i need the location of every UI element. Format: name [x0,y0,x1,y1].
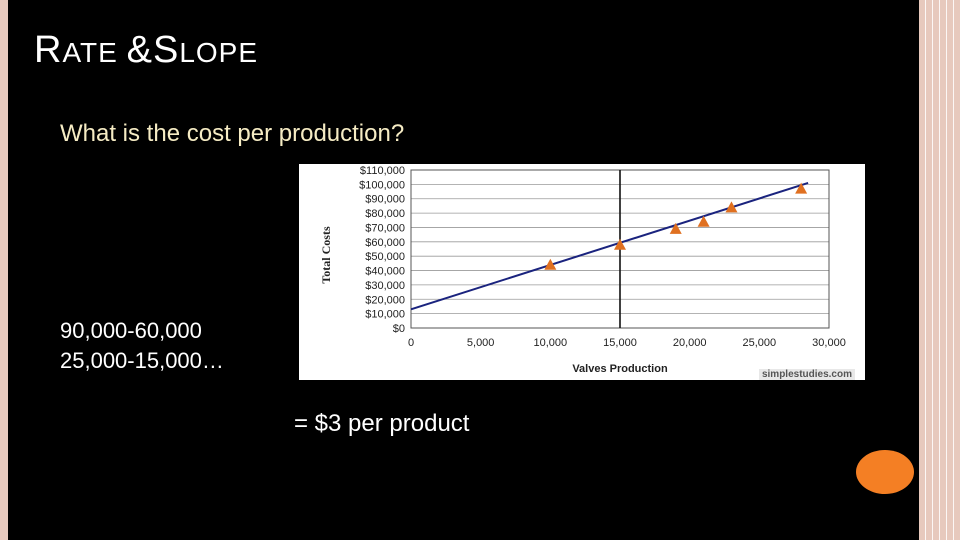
y-tick-label: $110,000 [360,165,405,177]
frame-stripe [939,0,940,540]
x-tick-label: 5,000 [467,337,495,349]
x-tick-label: 30,000 [812,337,846,349]
y-tick-label: $0 [393,323,405,335]
title-rest-lope: LOPE [179,37,259,68]
y-tick-label: $30,000 [365,280,405,292]
frame-stripe [953,0,954,540]
x-tick-label: 15,000 [603,337,637,349]
calc-line-1: 90,000-60,000 [60,318,202,343]
data-point [795,182,808,194]
title-initial-r: R [34,29,63,71]
frame-stripe [946,0,947,540]
title-rest-ate: ATE [62,37,127,68]
trend-line [410,181,809,311]
x-tick-label: 20,000 [673,337,707,349]
y-tick-label: $80,000 [365,208,405,220]
cost-chart: $0 $10,000 $20,000 $30,000 $40,000 $50,000 $60… [319,165,846,375]
y-axis-label: Total Costs [319,226,333,284]
frame-stripe [925,0,926,540]
y-tick-label: $60,000 [365,237,405,249]
x-axis-label: Valves Production [572,363,668,375]
question-text: What is the cost per production? [60,120,405,147]
y-tick-label: $50,000 [365,251,405,263]
slide-title: RATE &SLOPE [34,26,258,77]
chart-watermark: simplestudies.com [758,369,855,380]
title-ampersand: & [126,29,153,71]
x-tick-label: 0 [408,337,414,349]
y-tick-label: $40,000 [365,266,405,278]
y-tick-label: $10,000 [365,309,405,321]
frame-stripe [932,0,933,540]
slide-frame-left [0,0,8,540]
y-tick-label: $70,000 [365,222,405,234]
title-initial-s: S [152,29,180,71]
data-point [614,238,626,250]
data-point [697,215,710,227]
data-point [544,258,557,270]
y-tick-label: $100,000 [359,179,405,191]
data-point [669,222,682,234]
data-point [725,201,738,213]
orange-circle-decoration [856,450,914,494]
x-tick-label: 25,000 [743,337,777,349]
chart-container: $0 $10,000 $20,000 $30,000 $40,000 $50,000 $60… [299,164,865,380]
y-tick-label: $20,000 [365,294,405,306]
x-tick-label: 10,000 [534,337,568,349]
slide-frame-right [919,0,960,540]
result-text: = $3 per product [294,410,470,437]
calc-line-2: 25,000-15,000… [60,348,224,373]
y-tick-label: $90,000 [365,194,405,206]
